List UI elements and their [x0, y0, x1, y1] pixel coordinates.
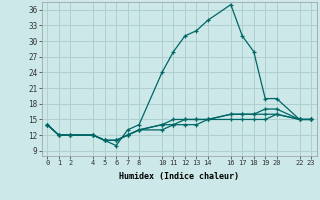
- X-axis label: Humidex (Indice chaleur): Humidex (Indice chaleur): [119, 172, 239, 181]
